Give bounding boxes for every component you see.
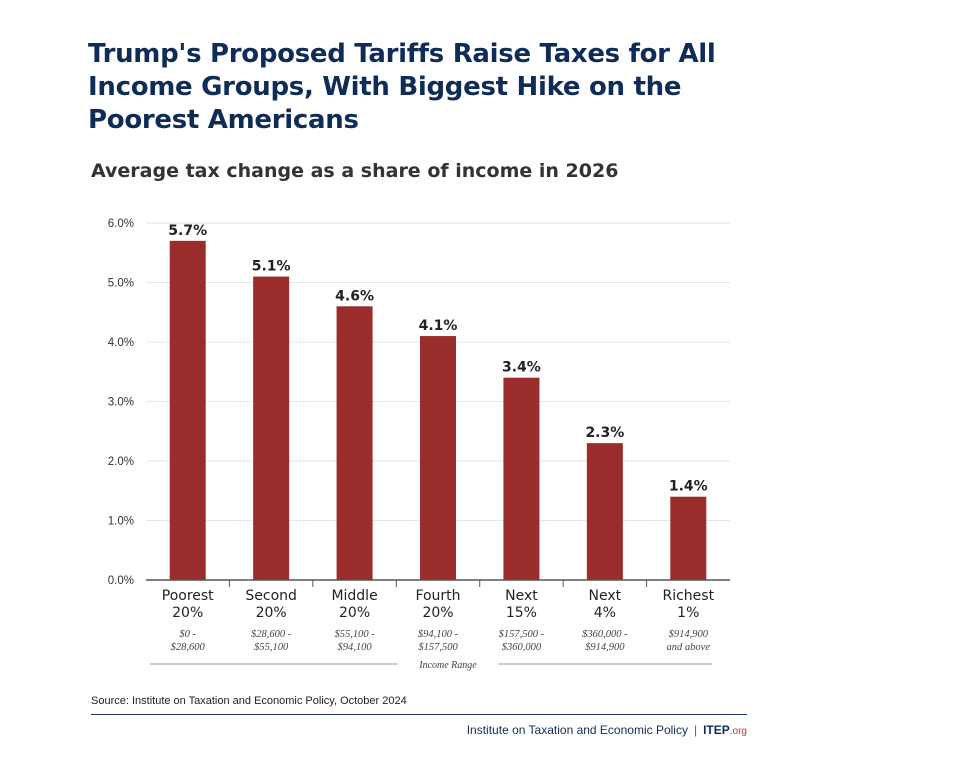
income-range-label: $28,600 bbox=[171, 642, 206, 653]
income-range-label: $360,000 - bbox=[582, 629, 628, 640]
x-axis-label: Income Range bbox=[418, 660, 477, 671]
bar bbox=[169, 240, 206, 580]
income-range-label: $94,100 bbox=[338, 642, 373, 653]
source-note: Source: Institute on Taxation and Econom… bbox=[91, 695, 407, 707]
y-tick-label: 4.0% bbox=[108, 337, 134, 349]
bar bbox=[503, 377, 540, 580]
y-tick-label: 2.0% bbox=[108, 456, 134, 468]
x-tick-label: Next bbox=[589, 588, 622, 604]
data-label: 1.4% bbox=[669, 479, 708, 495]
footer-branding: Institute on Taxation and Economic Polic… bbox=[467, 723, 747, 737]
x-tick-label: 4% bbox=[594, 605, 616, 621]
data-label: 4.6% bbox=[335, 288, 374, 304]
x-tick-label: 20% bbox=[172, 605, 203, 621]
income-range-label: $94,100 - bbox=[418, 629, 459, 640]
footer-separator: | bbox=[693, 723, 698, 737]
x-tick-label: Next bbox=[505, 588, 538, 604]
y-tick-label: 6.0% bbox=[108, 218, 134, 230]
x-tick-label: Fourth bbox=[415, 588, 460, 604]
income-range-label: $360,000 bbox=[502, 642, 542, 653]
income-range-label: $28,600 - bbox=[251, 629, 292, 640]
y-tick-label: 5.0% bbox=[108, 278, 134, 290]
x-tick-label: Second bbox=[245, 588, 297, 604]
x-tick-label: Poorest bbox=[162, 588, 214, 604]
data-label: 3.4% bbox=[502, 360, 541, 376]
itep-logo: ITEP bbox=[703, 723, 730, 737]
bar-chart: 0.0%1.0%2.0%3.0%4.0%5.0%6.0% 5.7%Poorest2… bbox=[108, 218, 730, 671]
bar bbox=[336, 306, 373, 580]
x-tick-label: Middle bbox=[331, 588, 377, 604]
footer-divider bbox=[91, 714, 747, 715]
income-range-label: $0 - bbox=[179, 629, 196, 640]
x-tick-label: 15% bbox=[506, 605, 537, 621]
income-range-label: $55,100 - bbox=[334, 629, 375, 640]
bar bbox=[420, 336, 456, 580]
data-label: 5.7% bbox=[168, 223, 207, 239]
income-range-label: $914,900 bbox=[669, 629, 709, 640]
x-tick-label: 1% bbox=[677, 605, 699, 621]
y-tick-label: 3.0% bbox=[108, 397, 134, 409]
y-tick-label: 0.0% bbox=[108, 575, 134, 587]
income-range-label: and above bbox=[667, 642, 711, 653]
x-tick-label: 20% bbox=[256, 605, 287, 621]
x-tick-label: 20% bbox=[339, 605, 370, 621]
chart-title: Trump's Proposed Tariffs Raise Taxes for… bbox=[88, 39, 716, 135]
income-range-label: $55,100 bbox=[254, 642, 289, 653]
bar bbox=[586, 443, 623, 580]
itep-logo-suffix: .org bbox=[729, 726, 747, 737]
chart-subtitle: Average tax change as a share of income … bbox=[91, 160, 619, 182]
data-label: 4.1% bbox=[419, 318, 458, 334]
bar bbox=[253, 276, 290, 580]
income-range-label: $157,500 bbox=[418, 642, 458, 653]
x-tick-label: 20% bbox=[422, 605, 453, 621]
data-label: 5.1% bbox=[252, 259, 291, 275]
y-tick-label: 1.0% bbox=[108, 516, 134, 528]
x-tick-label: Richest bbox=[662, 588, 714, 604]
income-range-label: $157,500 - bbox=[499, 629, 545, 640]
bar bbox=[670, 496, 707, 580]
income-range-label: $914,900 bbox=[585, 642, 625, 653]
footer-org-name: Institute on Taxation and Economic Polic… bbox=[466, 723, 688, 737]
data-label: 2.3% bbox=[585, 425, 624, 441]
